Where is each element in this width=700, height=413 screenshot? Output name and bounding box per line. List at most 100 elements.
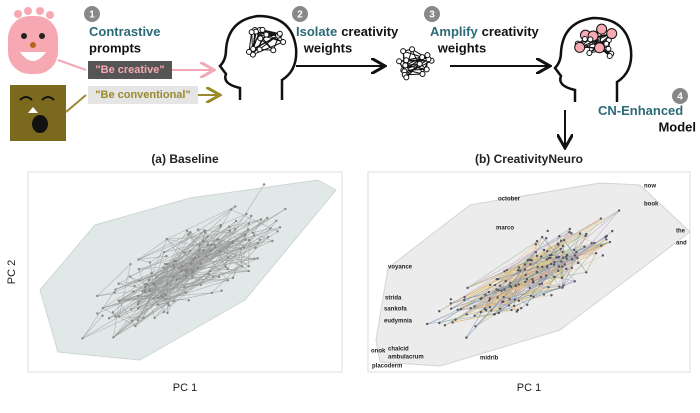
node — [165, 262, 169, 266]
word-label: marco — [496, 226, 514, 232]
node — [249, 214, 253, 218]
node — [490, 309, 493, 312]
edge — [450, 299, 471, 309]
node — [191, 270, 194, 273]
node — [167, 303, 171, 307]
node — [183, 269, 186, 272]
node — [172, 275, 175, 278]
node — [148, 261, 152, 264]
node — [178, 266, 181, 269]
panel-title: (a) Baseline — [151, 152, 219, 166]
node — [463, 298, 466, 302]
edge — [566, 262, 579, 270]
node — [583, 245, 586, 248]
edge — [211, 247, 245, 252]
node — [218, 250, 222, 253]
edge — [214, 247, 229, 270]
net-node — [419, 71, 426, 78]
node — [529, 263, 532, 266]
node — [137, 300, 140, 303]
node — [562, 238, 566, 242]
node — [132, 290, 135, 293]
node — [163, 262, 167, 266]
creative-face — [8, 7, 58, 74]
node — [210, 243, 214, 247]
node — [207, 273, 211, 276]
step-label: Contrastive — [89, 24, 161, 39]
node — [573, 254, 577, 257]
edge — [252, 228, 271, 234]
node — [509, 281, 512, 285]
edge — [135, 257, 229, 327]
node — [244, 233, 247, 236]
node — [227, 225, 231, 228]
node — [184, 275, 188, 278]
node — [562, 284, 565, 287]
node — [502, 295, 505, 299]
node — [545, 258, 549, 261]
edge — [571, 233, 602, 246]
edge — [467, 231, 570, 289]
node — [560, 276, 564, 280]
edge — [82, 309, 132, 339]
node — [114, 288, 117, 291]
edge — [541, 245, 564, 284]
step-number: 2 — [297, 10, 303, 21]
net-node — [263, 31, 270, 38]
panel-title: (b) CreativityNeuro — [475, 152, 583, 166]
node — [488, 283, 492, 287]
node — [559, 247, 562, 251]
step-highlight: Amplify — [430, 24, 478, 39]
node — [560, 265, 564, 268]
edge — [530, 276, 555, 297]
edge — [496, 249, 545, 280]
node — [187, 299, 190, 302]
word-label: and — [676, 241, 687, 247]
node — [516, 269, 520, 272]
plots: (a) Baseline PC 1 PC 2 (b) CreativityNeuro P… — [6, 152, 691, 394]
brain-network — [245, 23, 618, 81]
node — [556, 269, 560, 272]
node — [175, 278, 179, 281]
node — [557, 265, 561, 268]
node — [466, 286, 469, 290]
edge — [480, 281, 575, 300]
node — [532, 295, 535, 298]
net-node — [409, 46, 416, 53]
net-node — [280, 39, 287, 46]
node — [503, 288, 506, 291]
node — [117, 282, 120, 285]
node — [547, 286, 550, 289]
node — [144, 282, 147, 286]
node — [488, 297, 492, 300]
word-label: october — [498, 197, 521, 203]
node — [546, 249, 549, 253]
node — [493, 283, 497, 287]
net-node — [276, 30, 283, 37]
node — [549, 262, 553, 266]
word-label: strida — [385, 296, 402, 302]
node — [534, 250, 538, 254]
node — [136, 294, 140, 298]
node — [191, 258, 194, 261]
net-edge — [252, 41, 284, 56]
node — [202, 248, 206, 252]
net-node — [416, 60, 423, 67]
node — [550, 253, 553, 257]
node — [553, 260, 556, 264]
node — [164, 294, 168, 297]
net-node — [574, 41, 586, 53]
node — [498, 307, 502, 310]
node — [183, 251, 186, 254]
node — [544, 274, 548, 277]
word-label: chalcid — [388, 347, 409, 353]
node — [519, 307, 523, 310]
node — [496, 296, 499, 299]
node — [143, 285, 147, 289]
y-axis-label: PC 2 — [6, 260, 18, 284]
node — [275, 219, 278, 222]
node — [180, 264, 183, 267]
arrow — [57, 60, 212, 70]
step-label: weights — [437, 40, 486, 55]
node — [185, 270, 188, 274]
